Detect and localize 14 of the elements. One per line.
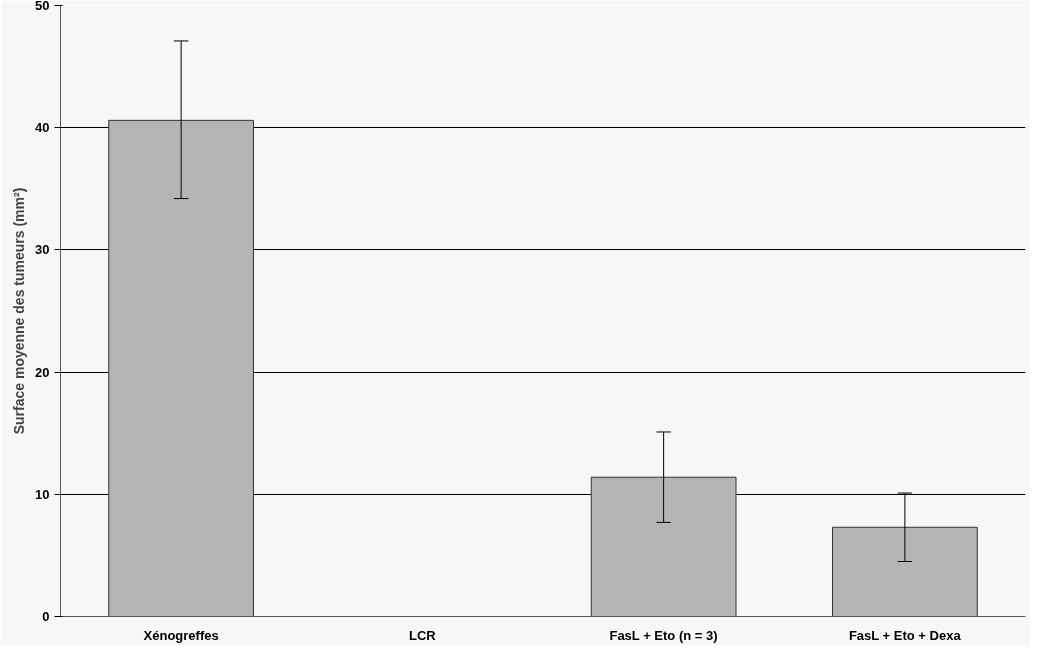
y-tick-label: 40 [35, 120, 50, 136]
y-tick-label: 10 [35, 486, 50, 502]
y-tick-label: 0 [42, 609, 50, 624]
x-tick-label: Xénogreffes [143, 627, 219, 643]
y-tick-label: 50 [35, 0, 50, 13]
x-tick-label: LCR [409, 627, 437, 643]
x-tick-label: FasL + Eto + Dexa [848, 627, 962, 643]
bar [108, 119, 254, 617]
y-tick-label: 30 [35, 242, 50, 258]
y-axis-title: Surface moyenne des tumeurs (mm²) [11, 187, 28, 435]
y-tick-label: 20 [35, 364, 50, 380]
x-tick-label: FasL + Eto (n = 3) [609, 627, 718, 643]
bar [832, 526, 978, 617]
bar [590, 476, 737, 617]
